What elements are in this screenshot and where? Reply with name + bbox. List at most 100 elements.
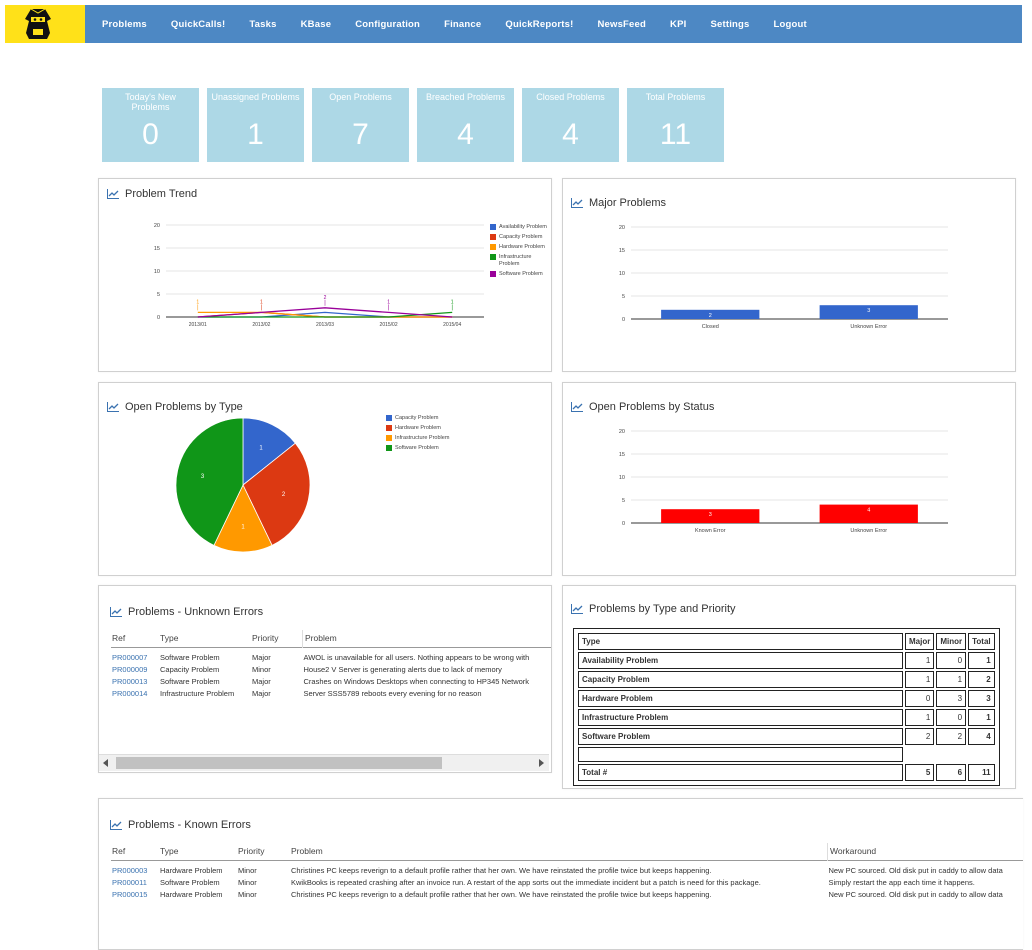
table-row: Hardware Problem 0 3 3: [578, 690, 995, 707]
y-tick-label: 10: [154, 269, 160, 275]
slice-value-label: 3: [201, 474, 205, 480]
major-problems-chart: 0 5 10 15 20 2 Closed 3 Unknown Error: [619, 225, 948, 330]
ref-link[interactable]: PR000015: [112, 889, 148, 899]
stat-label: Unassigned Problems: [211, 92, 300, 102]
ref-link[interactable]: PR000007: [112, 652, 148, 662]
scrollbar-thumb[interactable]: [116, 757, 442, 769]
panel-title: Problems - Known Errors: [110, 819, 251, 831]
chart-line-icon: [571, 604, 583, 614]
open-by-type-pie: 1 2 1 3: [175, 417, 311, 553]
col-header-ref[interactable]: Ref: [112, 846, 126, 857]
col-header-type[interactable]: Type: [160, 633, 179, 644]
stat-tile-breached[interactable]: Breached Problems 4: [417, 88, 514, 162]
pie-legend: Capacity Problem Hardware Problem Infras…: [386, 415, 506, 455]
table-row: Availability Problem 1 0 1: [578, 652, 995, 669]
pie-slice: [242, 442, 311, 546]
x-tick-label: Unknown Error: [850, 324, 887, 330]
nav-newsfeed[interactable]: NewsFeed: [597, 18, 647, 30]
col-header-minor: Minor: [936, 633, 967, 650]
data-label: 1: [387, 299, 390, 305]
col-header-problem[interactable]: Problem: [302, 630, 551, 647]
nav-settings[interactable]: Settings: [710, 18, 750, 30]
table-row[interactable]: PR000007 Software Problem Major AWOL is …: [111, 651, 551, 663]
nav-configuration[interactable]: Configuration: [355, 18, 421, 30]
panel-title: Problems - Unknown Errors: [110, 606, 263, 618]
y-tick-label: 15: [154, 246, 160, 252]
nav-problems[interactable]: Problems: [102, 18, 147, 30]
table-row[interactable]: PR000015 Hardware Problem Minor Christin…: [111, 888, 1023, 900]
panel-unknown-errors: Problems - Unknown Errors Ref Type Prior…: [98, 585, 552, 773]
col-header-type: Type: [578, 633, 903, 650]
table-row[interactable]: PR000003 Hardware Problem Minor Christin…: [111, 864, 1023, 876]
nav-quickreports[interactable]: QuickReports!: [505, 18, 574, 30]
ref-link[interactable]: PR000013: [112, 676, 148, 686]
nav-tasks[interactable]: Tasks: [249, 18, 277, 30]
col-header-ref[interactable]: Ref: [112, 633, 126, 644]
col-header-priority[interactable]: Priority: [252, 633, 279, 644]
chart-line-icon: [110, 607, 122, 617]
nav-logout[interactable]: Logout: [773, 18, 807, 30]
panel-known-errors: Problems - Known Errors Ref Type Priorit…: [98, 798, 1023, 950]
nav-kpi[interactable]: KPI: [670, 18, 687, 30]
table-row[interactable]: PR000014 Infrastructure Problem Major Se…: [111, 687, 551, 699]
scroll-right-arrow-icon[interactable]: [539, 759, 544, 767]
y-tick-label: 0: [622, 317, 625, 323]
stat-value: 7: [352, 118, 369, 151]
table-row[interactable]: PR000013 Software Problem Major Crashes …: [111, 675, 551, 687]
ref-link[interactable]: PR000009: [112, 664, 148, 674]
y-tick-label: 5: [622, 498, 625, 504]
table-row[interactable]: PR000009 Capacity Problem Minor House2 V…: [111, 663, 551, 675]
col-header-type[interactable]: Type: [160, 846, 179, 857]
grid-header-row: Ref Type Priority Problem: [111, 630, 551, 647]
nav-kbase[interactable]: KBase: [300, 18, 332, 30]
chart-line-icon: [107, 402, 119, 412]
chart-line-icon: [571, 198, 583, 208]
x-tick-label: 2013/03: [316, 322, 334, 328]
cell-priority: Minor: [238, 865, 257, 875]
stat-value: 4: [457, 118, 474, 151]
ref-link[interactable]: PR000014: [112, 688, 148, 698]
x-tick-label: 2015/02: [380, 322, 398, 328]
pie-slice: [242, 417, 296, 486]
table-total-row: Total # 5 6 11: [578, 764, 995, 781]
stat-tile-unassigned[interactable]: Unassigned Problems 1: [207, 88, 304, 162]
data-label: 1: [451, 299, 454, 305]
stat-tile-open[interactable]: Open Problems 7: [312, 88, 409, 162]
horizontal-scrollbar[interactable]: [99, 754, 549, 771]
trend-legend: Availability Problem Capacity Problem Ha…: [490, 224, 550, 281]
stat-tile-total[interactable]: Total Problems 11: [627, 88, 724, 162]
logo[interactable]: [5, 5, 85, 43]
panel-type-priority: Problems by Type and Priority Type Major…: [562, 585, 1016, 789]
cell-workaround: New PC sourced. Old disk put in caddy to…: [828, 889, 1003, 899]
chart-line-icon: [107, 189, 119, 199]
series-line: [197, 307, 453, 318]
col-header-priority[interactable]: Priority: [238, 846, 265, 857]
bar-value-label: 3: [709, 512, 712, 518]
chart-line-icon: [571, 402, 583, 412]
panel-problem-trend: Problem Trend 0 5 10 15 20 2013/01 2013/02 2013…: [98, 178, 552, 372]
col-header-major: Major: [905, 633, 935, 650]
legend-item: Availability Problem: [490, 224, 550, 231]
y-tick-label: 20: [619, 429, 625, 435]
table-row[interactable]: PR000011 Software Problem Minor KwikBook…: [111, 876, 1023, 888]
nav-quickcalls[interactable]: QuickCalls!: [170, 18, 226, 30]
cell-type: Hardware Problem: [160, 889, 223, 899]
cell-problem: Christines PC keeps reverign to a defaul…: [291, 889, 712, 899]
stat-tile-todays-new[interactable]: Today's New Problems 0: [102, 88, 199, 162]
problem-trend-chart: 0 5 10 15 20 2013/01 2013/02 2013/03 2015/02 2015…: [154, 223, 484, 328]
nav-finance[interactable]: Finance: [444, 18, 482, 30]
scroll-left-arrow-icon[interactable]: [103, 759, 108, 767]
ref-link[interactable]: PR000003: [112, 865, 148, 875]
col-header-problem[interactable]: Problem: [291, 846, 323, 857]
slice-value-label: 2: [282, 492, 286, 498]
y-tick-label: 10: [619, 271, 625, 277]
stat-tile-closed[interactable]: Closed Problems 4: [522, 88, 619, 162]
stat-label: Open Problems: [329, 92, 392, 102]
y-tick-label: 0: [622, 521, 625, 527]
ref-link[interactable]: PR000011: [112, 877, 147, 887]
cell-workaround: Simply restart the app each time it happ…: [828, 877, 975, 887]
col-header-workaround[interactable]: Workaround: [827, 843, 1023, 860]
cell-problem: KwikBooks is repeated crashing after an …: [291, 877, 761, 887]
bar: [819, 305, 918, 319]
cell-type: Infrastructure Problem: [160, 688, 235, 698]
